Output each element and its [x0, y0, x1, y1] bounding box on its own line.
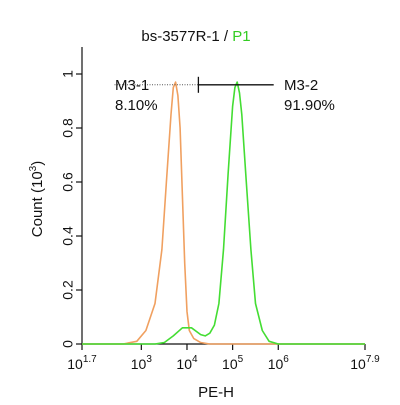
y-tick-label: 0.6 — [60, 172, 76, 192]
gate-m3-2-name: M3-2 — [284, 77, 318, 94]
x-axis-label: PE-H — [198, 384, 234, 401]
histogram-series-2 — [82, 81, 365, 345]
x-tick-label: 103 — [131, 354, 153, 372]
gate-m3-2-percent: 91.90% — [284, 97, 335, 114]
y-tick-label: 1 — [60, 70, 76, 78]
gate-m3-1-name: M3-1 — [115, 77, 149, 94]
x-tick-label: 104 — [176, 354, 198, 372]
chart-title-gate: P1 — [232, 28, 250, 45]
y-tick-label: 0 — [60, 340, 76, 348]
gate-m3-1-percent: 8.10% — [115, 97, 158, 114]
x-tick-label: 107.9 — [350, 354, 380, 372]
x-tick-label: 105 — [222, 354, 244, 372]
plot-area: 0 0.2 0.4 0.6 0.8 1 101.7 103 104 105 106 107.9 M3-1… — [60, 47, 380, 372]
y-tick-label: 0.2 — [60, 280, 76, 300]
y-tick-label: 0.4 — [60, 226, 76, 246]
y-tick-label: 0.8 — [60, 118, 76, 138]
histogram-series-1 — [82, 81, 365, 345]
chart-title: bs-3577R-1 / P1 — [141, 28, 250, 45]
x-tick-label: 101.7 — [67, 354, 97, 372]
y-axis-label: Count (103) — [28, 161, 46, 237]
x-tick-label: 106 — [268, 354, 290, 372]
